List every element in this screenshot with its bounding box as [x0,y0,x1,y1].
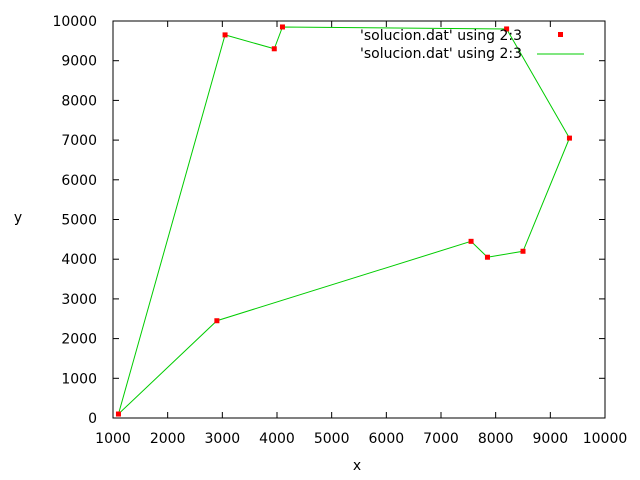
y-tick-label: 9000 [61,54,97,70]
series-lines [117,26,571,415]
y-axis-label: y [14,210,22,226]
x-axis-label: x [353,458,361,474]
data-point [566,135,572,141]
plot-frame [112,20,606,419]
data-point [214,318,220,324]
x-tick-label: 10000 [583,431,628,447]
data-point [520,248,526,254]
legend-label-lines: 'solucion.dat' using 2:3 [360,46,522,62]
data-point [279,24,285,30]
series-line [117,26,571,415]
data-point [504,26,510,32]
x-tick-label: 9000 [533,431,569,447]
axis-ticks [112,20,606,419]
x-tick-label: 5000 [314,431,350,447]
x-tick-label: 6000 [369,431,405,447]
x-tick-label: 8000 [478,431,514,447]
x-tick-label: 4000 [259,431,295,447]
y-tick-label: 3000 [61,292,97,308]
data-point [484,254,490,260]
y-tick-label: 4000 [61,252,97,268]
data-point [222,32,228,38]
y-tick-label: 6000 [61,173,97,189]
x-tick-label: 7000 [423,431,459,447]
x-tick-labels: 1000 2000 3000 4000 5000 6000 7000 8000 9000 1000… [95,431,627,447]
legend-point-swatch [558,32,563,37]
y-tick-label: 7000 [61,133,97,149]
y-tick-label: 5000 [61,213,97,229]
data-point [115,411,121,417]
data-point [468,238,474,244]
y-tick-labels: 0 1000 2000 3000 4000 5000 6000 7000 8000 9000 100… [52,14,97,427]
legend: 'solucion.dat' using 2:3 'solucion.dat' … [360,28,584,62]
y-tick-label: 2000 [61,332,97,348]
x-tick-label: 2000 [150,431,186,447]
y-tick-label: 8000 [61,93,97,109]
y-tick-label: 0 [88,411,97,427]
x-tick-label: 3000 [205,431,241,447]
y-tick-label: 1000 [61,371,97,387]
series-points [115,24,572,417]
data-point [271,46,277,52]
y-tick-label: 10000 [52,14,97,30]
legend-label-points: 'solucion.dat' using 2:3 [360,28,522,44]
x-tick-label: 1000 [95,431,131,447]
